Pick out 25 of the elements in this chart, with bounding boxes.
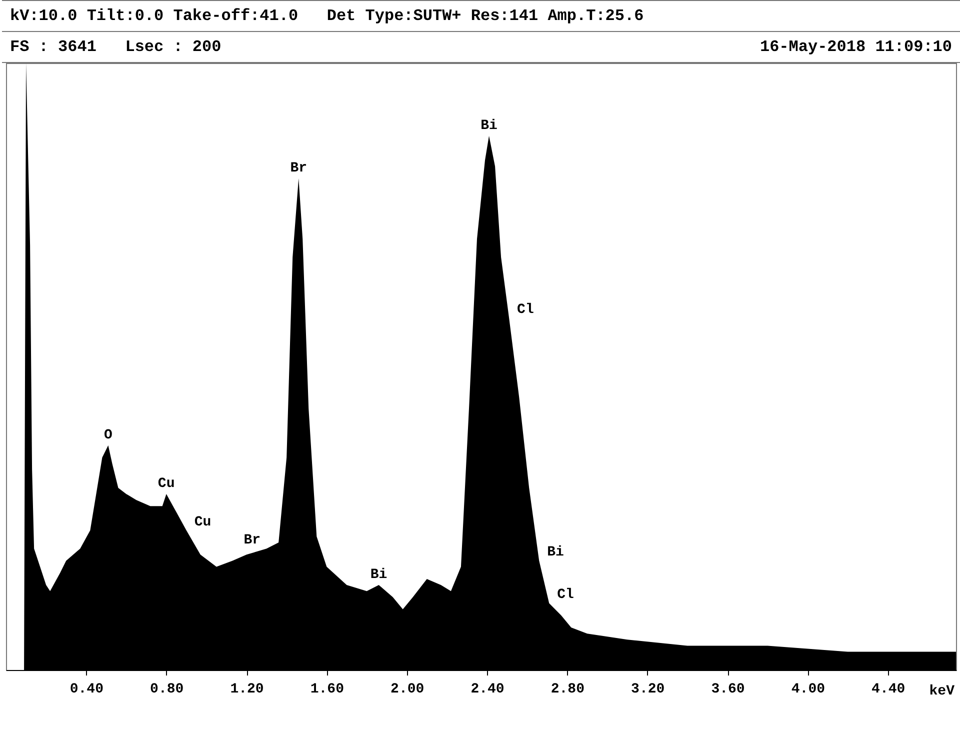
annotation: Cu: [194, 514, 212, 530]
annotation: Bi: [370, 567, 388, 584]
annotation: Bi: [547, 544, 564, 561]
annotation: Bi: [480, 118, 498, 134]
annotation: Cl: [557, 587, 574, 604]
chart-title: kV:10.0 Tilt:0.0 Take-off:41.0 Det Type:SUTW+ Res:141 Amp.T:25.6: [2, 0, 960, 31]
x-axis-title: keV: [929, 684, 956, 700]
annotation: Cu: [158, 476, 175, 492]
annotation: Br: [244, 532, 261, 549]
x-tick-label: 4.40: [872, 682, 906, 698]
annotation: O: [104, 427, 112, 444]
x-tick-label: 3.60: [711, 682, 745, 698]
x-tick-label: 2.40: [470, 682, 504, 698]
annotation: Cl: [517, 302, 534, 318]
annotation: Br: [290, 160, 308, 176]
x-tick-label: 0.40: [70, 682, 104, 698]
chart-subtitle: FS : 3641 Lsec : 200: [10, 37, 222, 58]
x-tick-label: 4.00: [791, 682, 825, 698]
x-tick-label: 3.20: [631, 682, 665, 698]
x-tick-label: 2.80: [550, 682, 584, 698]
x-tick-label: 1.60: [310, 682, 344, 698]
x-tick-label: 2.00: [390, 682, 424, 698]
x-tick-label: 1.20: [230, 682, 264, 698]
text: 16-May-2018 11:09:10: [760, 37, 952, 58]
x-tick-label: 0.80: [150, 682, 184, 698]
